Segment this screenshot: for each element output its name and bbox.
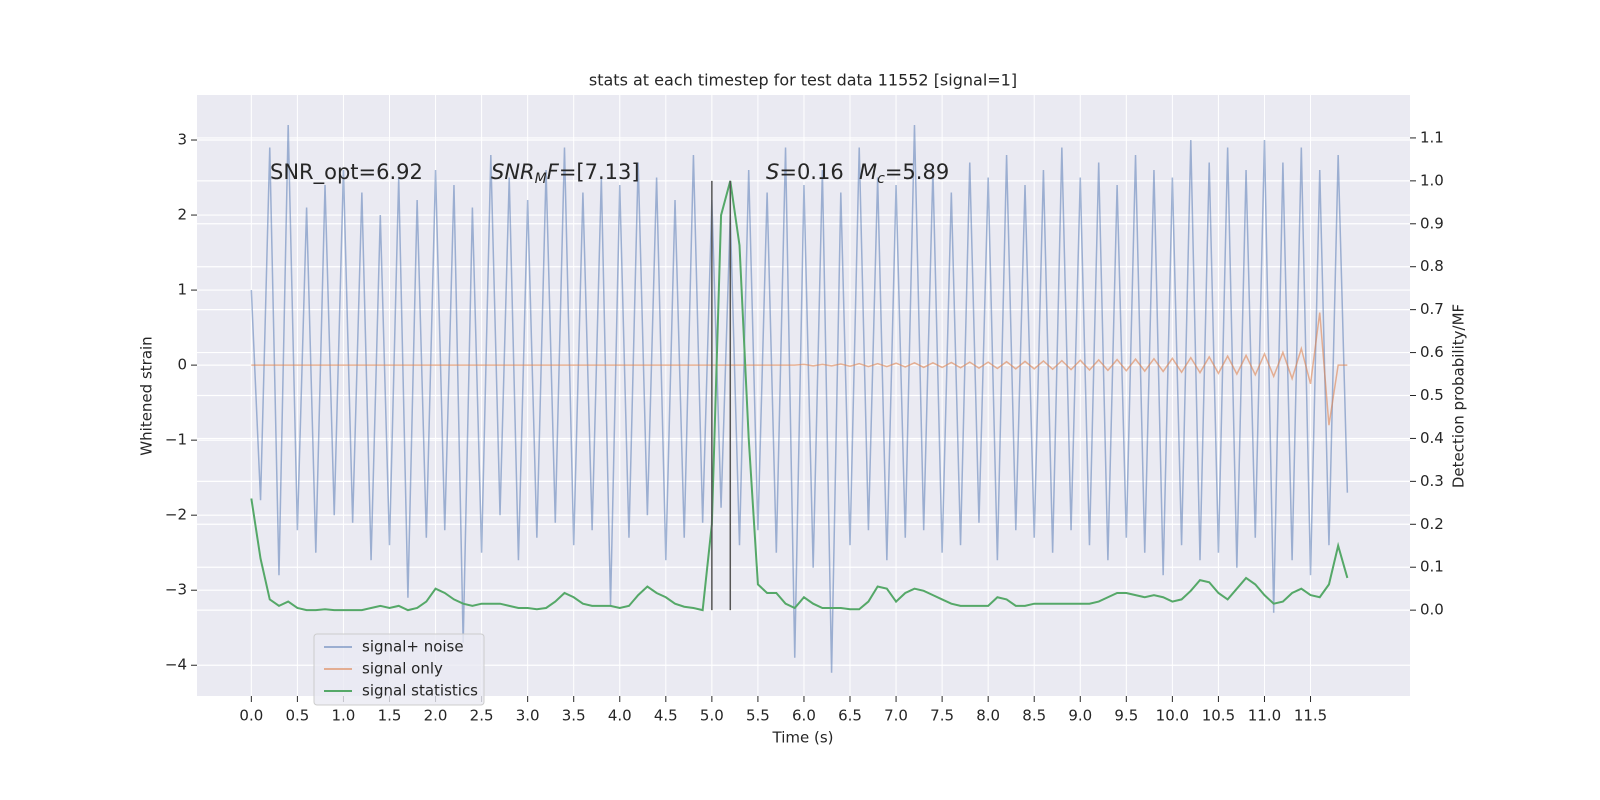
x-tick-label: 10.0 <box>1156 707 1189 725</box>
chart-title: stats at each timestep for test data 115… <box>589 71 1017 90</box>
annotation: SNR_opt=6.92 <box>270 160 423 185</box>
annotation-part: =5.89 <box>885 160 949 184</box>
y-tick-label: −2 <box>165 506 187 524</box>
y-tick-label: −3 <box>165 581 187 599</box>
series-line <box>250 124 1349 673</box>
y2-tick-label: 0.6 <box>1420 343 1444 361</box>
annotation-part: M <box>859 160 877 184</box>
x-tick-label: 11.0 <box>1248 707 1281 725</box>
series-line <box>251 312 1348 426</box>
annotation: S=0.16 <box>766 160 844 184</box>
x-tick-label: 5.5 <box>746 707 770 725</box>
x-tick-label: 4.0 <box>608 707 632 725</box>
x-tick-label: 3.0 <box>516 707 540 725</box>
y2-tick-label: 1.1 <box>1420 128 1444 146</box>
y-tick-label: −4 <box>165 656 187 674</box>
x-tick-label: 2.0 <box>424 707 448 725</box>
y2-tick-label: 1.0 <box>1420 171 1444 189</box>
y-tick-label: 1 <box>177 281 187 299</box>
x-tick-label: 11.5 <box>1294 707 1327 725</box>
annotation-part: SNR <box>491 160 535 184</box>
x-tick-label: 5.0 <box>700 707 724 725</box>
y2-tick-label: 0.3 <box>1420 472 1444 490</box>
x-tick-label: 9.5 <box>1114 707 1138 725</box>
y2-tick-label: 0.1 <box>1420 558 1444 576</box>
y2-tick-label: 0.5 <box>1420 386 1444 404</box>
y2-tick-label: 0.8 <box>1420 257 1444 275</box>
x-tick-label: 0.0 <box>239 707 263 725</box>
x-tick-label: 0.5 <box>285 707 309 725</box>
x-tick-label: 6.0 <box>792 707 816 725</box>
y-tick-label: 0 <box>177 356 187 374</box>
series-line <box>250 180 1349 612</box>
y2-tick-label: 0.4 <box>1420 429 1444 447</box>
y-tick-label: 3 <box>177 131 187 149</box>
x-tick-label: 8.5 <box>1022 707 1046 725</box>
x-tick-label: 8.0 <box>976 707 1000 725</box>
x-tick-label: 7.0 <box>884 707 908 725</box>
y-axis-label: Whitened strain <box>138 336 156 455</box>
annotation-part: =[7.13] <box>559 160 640 184</box>
annotation-part: c <box>877 171 885 187</box>
annotation: Mc=5.89 <box>859 160 949 187</box>
x-tick-label: 3.5 <box>562 707 586 725</box>
legend-box <box>313 633 485 706</box>
annotation-part: M <box>535 171 547 187</box>
y2-tick-label: 0.0 <box>1420 601 1444 619</box>
annotation-part: =0.16 <box>779 160 843 184</box>
x-tick-label: 1.5 <box>378 707 402 725</box>
y-tick-label: 2 <box>177 206 187 224</box>
x-tick-label: 10.5 <box>1202 707 1235 725</box>
legend-label: signal+ noise <box>362 638 464 656</box>
x-tick-label: 1.0 <box>332 707 356 725</box>
x-axis-label: Time (s) <box>772 729 834 747</box>
annotation-part: F <box>547 160 560 184</box>
legend-label: signal only <box>362 660 443 678</box>
x-tick-label: 2.5 <box>470 707 494 725</box>
annotation: SNRMF=[7.13] <box>491 160 640 187</box>
x-tick-label: 6.5 <box>838 707 862 725</box>
y2-tick-label: 0.9 <box>1420 214 1444 232</box>
x-tick-label: 4.5 <box>654 707 678 725</box>
x-tick-label: 7.5 <box>930 707 954 725</box>
y2-tick-label: 0.2 <box>1420 515 1444 533</box>
annotation-part: S <box>766 160 779 184</box>
legend-label: signal statistics <box>362 682 478 700</box>
y-tick-label: −1 <box>165 431 187 449</box>
x-tick-label: 9.0 <box>1068 707 1092 725</box>
y2-tick-label: 0.7 <box>1420 300 1444 318</box>
y2-axis-label: Detection probability/MF <box>1450 304 1468 488</box>
